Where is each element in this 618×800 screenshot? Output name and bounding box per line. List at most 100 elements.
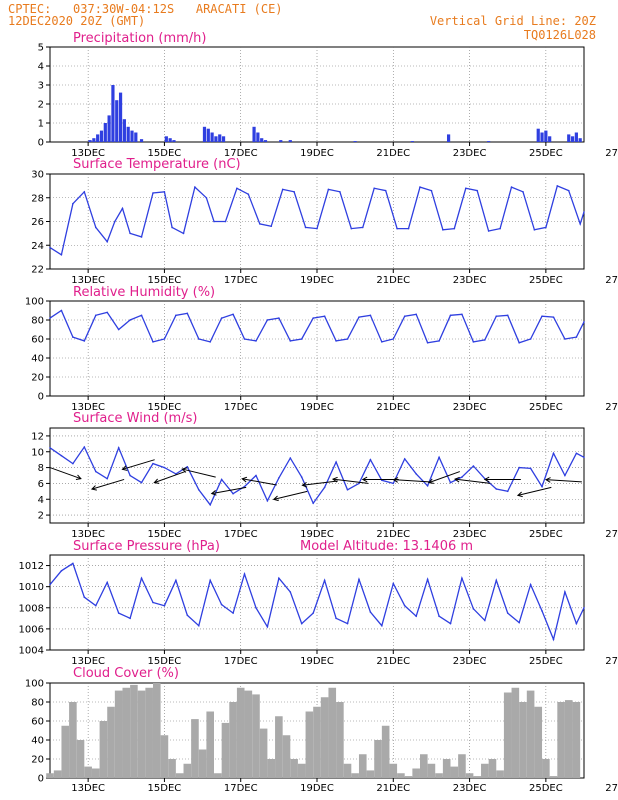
- data-point: [106, 477, 109, 480]
- data-point: [575, 336, 578, 338]
- data-point: [358, 316, 360, 318]
- data-point: [94, 470, 97, 473]
- x-tick-label: 27DEC: [605, 275, 618, 286]
- cloud-bar: [343, 763, 352, 778]
- data-point: [117, 446, 120, 449]
- x-tick-label: 21DEC: [376, 656, 410, 667]
- data-point: [220, 478, 223, 481]
- data-point: [312, 317, 314, 319]
- data-point: [83, 596, 86, 599]
- data-point: [426, 578, 429, 581]
- x-tick-label: 23DEC: [453, 783, 487, 794]
- precip-bar: [353, 141, 357, 142]
- x-tick-label: 17DEC: [224, 656, 258, 667]
- data-point: [564, 338, 566, 340]
- data-point: [152, 192, 154, 194]
- data-point: [220, 603, 223, 606]
- data-point: [583, 456, 585, 459]
- x-tick-label: 15DEC: [148, 402, 182, 413]
- wind-arrow: [454, 478, 491, 484]
- cloud-bar: [297, 763, 306, 778]
- y-tick-label: 0: [38, 138, 44, 149]
- data-point: [94, 226, 97, 229]
- data-point: [255, 474, 257, 477]
- data-point: [186, 614, 189, 616]
- precip-bar: [92, 138, 96, 142]
- data-point: [381, 624, 383, 627]
- x-tick-label: 15DEC: [148, 529, 182, 540]
- cloud-bar: [259, 728, 268, 778]
- cloud-bar: [511, 687, 520, 778]
- data-point: [323, 486, 326, 489]
- data-point: [60, 309, 63, 312]
- cloud-bar: [381, 725, 390, 778]
- y-tick-label: 30: [31, 170, 44, 181]
- data-point: [289, 591, 292, 593]
- data-point: [83, 191, 86, 193]
- y-tick-label: 8: [38, 463, 44, 474]
- data-point: [449, 622, 452, 625]
- x-tick-label: 27DEC: [605, 148, 618, 159]
- wind-arrow: [49, 467, 82, 480]
- wind-arrow: [154, 471, 186, 484]
- x-tick-label: 15DEC: [148, 148, 182, 159]
- precip-bar: [115, 100, 119, 142]
- cloud-bar: [374, 740, 382, 778]
- y-tick-label: 40: [31, 736, 44, 747]
- x-tick-label: 21DEC: [376, 783, 410, 794]
- x-tick-label: 19DEC: [300, 148, 334, 159]
- x-tick-label: 23DEC: [453, 402, 487, 413]
- precip-bar: [567, 134, 571, 142]
- data-point: [232, 492, 234, 495]
- precip-bar: [263, 140, 268, 142]
- wind-arrow: [273, 490, 308, 500]
- wind-arrow: [182, 468, 216, 478]
- data-point: [335, 461, 337, 463]
- precip-bar: [99, 130, 104, 142]
- data-point: [556, 185, 559, 187]
- x-tick-label: 27DEC: [605, 656, 618, 667]
- precip-bar: [164, 136, 168, 142]
- cloud-bar: [534, 706, 543, 778]
- cloud-bar: [191, 719, 199, 778]
- data-point: [415, 313, 417, 316]
- data-point: [49, 446, 51, 449]
- cloud-bar: [427, 763, 436, 778]
- cloud-bar: [175, 773, 184, 778]
- precip-bar: [210, 132, 214, 142]
- cloud-bar: [557, 702, 565, 778]
- y-tick-label: 0: [38, 774, 44, 785]
- precip-bar: [574, 132, 578, 142]
- data-point: [415, 615, 417, 618]
- y-tick-label: 1004: [19, 646, 44, 657]
- x-tick-label: 21DEC: [376, 529, 410, 540]
- precip-bar: [252, 126, 256, 142]
- y-tick-label: 2: [38, 100, 44, 111]
- x-tick-label: 27DEC: [605, 783, 618, 794]
- cloud-bar: [420, 754, 428, 778]
- data-point: [545, 226, 547, 229]
- x-tick-label: 15DEC: [148, 275, 182, 286]
- cloud-bar: [252, 694, 260, 778]
- cloud-bar: [84, 766, 92, 778]
- data-point: [495, 315, 498, 318]
- x-tick-label: 13DEC: [71, 275, 105, 286]
- cloud-bar: [153, 683, 161, 778]
- y-tick-label: 60: [31, 335, 44, 346]
- x-tick-label: 19DEC: [300, 275, 334, 286]
- precip-bar: [218, 134, 222, 142]
- cloud-bar: [46, 773, 54, 778]
- cloud-bar: [244, 690, 253, 778]
- data-point: [182, 232, 185, 235]
- data-point: [583, 606, 585, 609]
- data-point: [575, 622, 578, 625]
- data-point: [175, 579, 177, 582]
- y-tick-label: 10: [31, 447, 44, 458]
- x-tick-label: 21DEC: [376, 148, 410, 159]
- data-point: [83, 446, 86, 448]
- data-point: [197, 624, 200, 627]
- data-point: [270, 225, 273, 228]
- data-point: [583, 321, 585, 323]
- precip-bar: [103, 123, 107, 142]
